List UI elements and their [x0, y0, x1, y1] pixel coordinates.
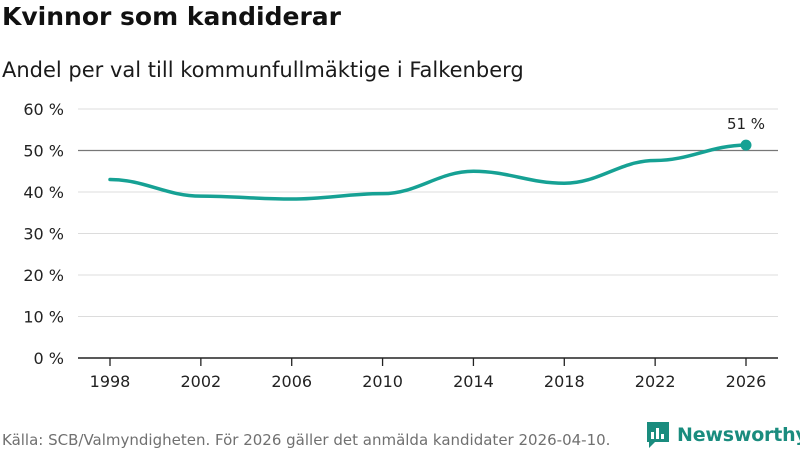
chart-title: Kvinnor som kandiderar: [2, 2, 341, 31]
x-tick-label: 2010: [362, 372, 403, 391]
x-tick-label: 2018: [544, 372, 585, 391]
x-tick-label: 2014: [453, 372, 494, 391]
x-tick-label: 1998: [90, 372, 131, 391]
brand-logo: Newsworthy: [645, 420, 800, 450]
chart-subtitle: Andel per val till kommunfullmäktige i F…: [2, 58, 524, 82]
x-tick-label: 2026: [726, 372, 767, 391]
x-tick-label: 2022: [635, 372, 676, 391]
last-value-label: 51 %: [727, 115, 765, 133]
y-tick-label: 10 %: [23, 308, 64, 327]
series-line: [108, 143, 748, 201]
y-tick-label: 40 %: [23, 183, 64, 202]
y-tick-label: 50 %: [23, 142, 64, 161]
y-tick-label: 60 %: [23, 100, 64, 119]
x-tick-label: 2002: [180, 372, 221, 391]
y-tick-label: 0 %: [34, 349, 64, 368]
brand-name: Newsworthy: [677, 424, 800, 446]
y-tick-label: 30 %: [23, 225, 64, 244]
bar-chart-chat-icon: [647, 422, 669, 448]
x-tick-label: 2006: [271, 372, 312, 391]
last-data-point: [740, 139, 752, 151]
y-tick-label: 20 %: [23, 266, 64, 285]
source-note: Källa: SCB/Valmyndigheten. För 2026 gäll…: [2, 431, 611, 449]
